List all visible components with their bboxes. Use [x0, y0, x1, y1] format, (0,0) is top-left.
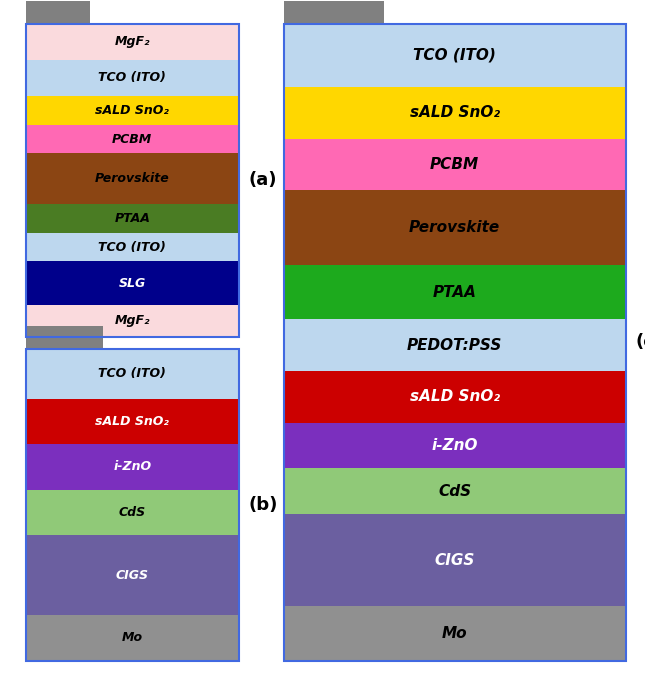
Text: TCO (ITO): TCO (ITO): [98, 240, 166, 253]
Bar: [26, 125, 239, 153]
Bar: [26, 24, 239, 337]
Bar: [284, 469, 626, 514]
Bar: [284, 514, 626, 606]
Bar: [26, 60, 239, 96]
Text: sALD SnO₂: sALD SnO₂: [410, 390, 500, 405]
Bar: [284, 422, 626, 469]
Text: Mo: Mo: [442, 626, 468, 641]
Text: CdS: CdS: [119, 506, 146, 519]
Text: PTAA: PTAA: [114, 212, 150, 225]
Text: (b): (b): [248, 496, 278, 513]
Text: TCO (ITO): TCO (ITO): [98, 72, 166, 84]
Bar: [284, 138, 626, 190]
Text: i-ZnO: i-ZnO: [432, 438, 478, 453]
Bar: [26, 204, 239, 233]
Bar: [26, 444, 239, 490]
Bar: [284, 190, 626, 265]
Bar: [26, 326, 103, 349]
Bar: [26, 399, 239, 444]
Text: CIGS: CIGS: [435, 553, 475, 568]
Bar: [26, 490, 239, 535]
Text: TCO (ITO): TCO (ITO): [98, 367, 166, 380]
Text: PEDOT:PSS: PEDOT:PSS: [407, 338, 502, 353]
Bar: [284, 371, 626, 422]
Bar: [26, 616, 239, 661]
Bar: [26, 153, 239, 204]
Bar: [26, 96, 239, 125]
Bar: [284, 606, 626, 661]
Text: MgF₂: MgF₂: [114, 315, 150, 328]
Bar: [26, 349, 239, 399]
Bar: [26, 304, 239, 337]
Text: Perovskite: Perovskite: [95, 172, 170, 185]
Bar: [284, 1, 384, 24]
Bar: [26, 535, 239, 616]
Bar: [284, 265, 626, 319]
Bar: [26, 262, 239, 304]
Bar: [26, 349, 239, 661]
Text: CIGS: CIGS: [115, 569, 149, 582]
Text: PCBM: PCBM: [112, 133, 152, 146]
Bar: [284, 24, 626, 661]
Text: MgF₂: MgF₂: [114, 35, 150, 48]
Text: sALD SnO₂: sALD SnO₂: [410, 106, 500, 121]
Text: sALD SnO₂: sALD SnO₂: [95, 104, 169, 116]
Bar: [26, 1, 90, 24]
Text: (a): (a): [248, 172, 277, 189]
Text: TCO (ITO): TCO (ITO): [413, 48, 496, 63]
Bar: [284, 319, 626, 371]
Text: CdS: CdS: [438, 484, 471, 499]
Text: PCBM: PCBM: [430, 157, 479, 172]
Text: PTAA: PTAA: [433, 285, 477, 300]
Bar: [26, 233, 239, 262]
Text: i-ZnO: i-ZnO: [113, 460, 152, 473]
Text: (c): (c): [635, 333, 645, 351]
Text: Mo: Mo: [122, 631, 143, 644]
Bar: [284, 24, 626, 87]
Text: Perovskite: Perovskite: [409, 220, 501, 235]
Bar: [26, 24, 239, 60]
Text: sALD SnO₂: sALD SnO₂: [95, 415, 169, 428]
Text: SLG: SLG: [119, 276, 146, 289]
Bar: [284, 87, 626, 138]
